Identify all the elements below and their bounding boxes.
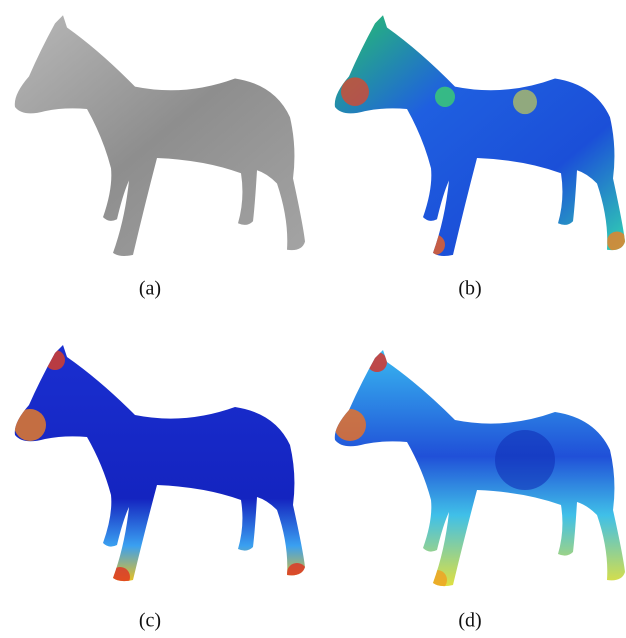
hotspot [45,350,65,370]
hotspot [334,409,366,441]
hotspot [513,89,537,115]
panel-label: (a) [139,278,161,300]
horse-heatmap-d [334,350,625,587]
hotspot [14,409,46,441]
hotspot [367,352,387,372]
hotspot [607,231,626,252]
panel-label: (d) [458,610,481,632]
hotspot [110,567,130,582]
hotspot [495,430,555,490]
hotspot [427,570,447,587]
horse-shape [334,350,625,587]
hotspot [425,234,445,255]
horse-shape [14,345,306,582]
hotspot [435,86,455,107]
panel-label: (c) [139,610,161,632]
horse-heatmap-c [14,345,306,582]
horse-gray [14,15,306,257]
horse-heatmap-b [334,15,626,257]
horse-shape [14,15,306,257]
hotspot [341,77,369,106]
panel-label: (b) [458,278,481,300]
horse-shape [334,15,625,257]
hotspot [287,563,306,582]
